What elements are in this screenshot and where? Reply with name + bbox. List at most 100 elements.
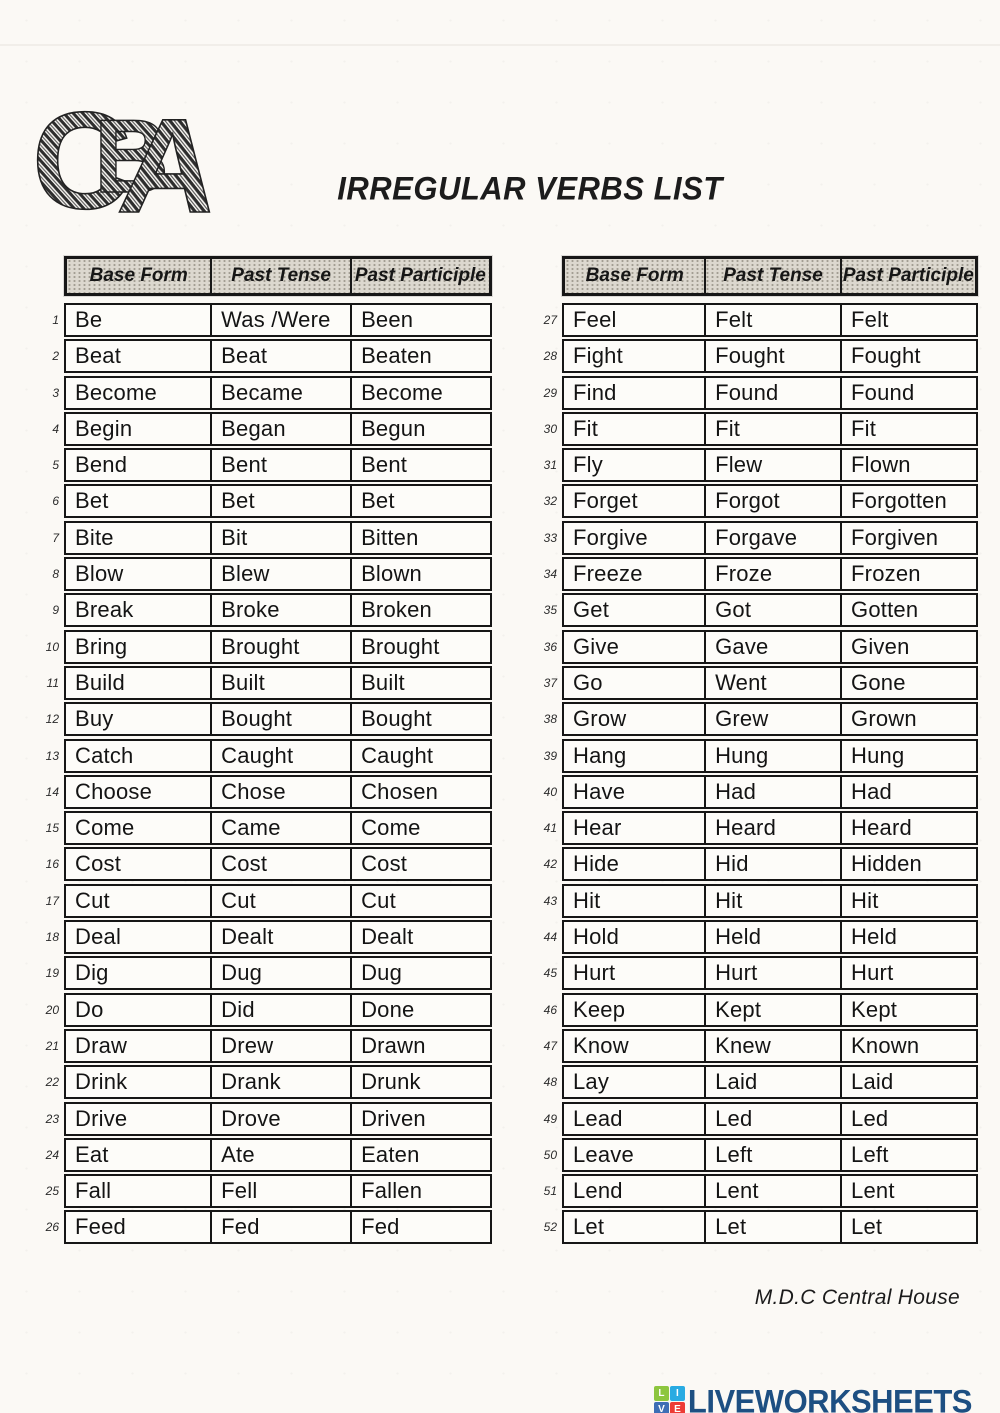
past-participle-cell: Caught bbox=[350, 740, 490, 771]
past-tense-cell: Bet bbox=[210, 486, 350, 517]
past-participle-cell: Flown bbox=[840, 450, 976, 481]
row-number: 20 bbox=[45, 1002, 59, 1017]
past-participle-cell: Led bbox=[840, 1103, 976, 1134]
row-cells: Lend Lent Lent bbox=[562, 1174, 978, 1209]
past-participle-cell: Grown bbox=[840, 704, 976, 735]
scan-artifact-line bbox=[0, 44, 1000, 46]
past-tense-cell: Went bbox=[704, 667, 840, 698]
past-tense-cell: Bought bbox=[210, 704, 350, 735]
past-participle-cell: Gotten bbox=[840, 595, 976, 626]
past-participle-cell: Bet bbox=[350, 486, 490, 517]
past-participle-cell: Found bbox=[840, 377, 976, 408]
past-tense-cell: Knew bbox=[704, 1030, 840, 1061]
base-form-cell: Know bbox=[573, 1032, 629, 1058]
row-number: 23 bbox=[45, 1111, 59, 1126]
past-tense-cell: Broke bbox=[210, 595, 350, 626]
table-row: 49 Lead Led Led bbox=[538, 1101, 978, 1136]
past-participle-cell: Dug bbox=[350, 958, 490, 989]
table-row: 14 Choose Chose Chosen bbox=[40, 774, 492, 809]
past-participle-cell: Been bbox=[350, 305, 490, 335]
row-cells: Begin Began Begun bbox=[64, 411, 492, 446]
past-tense-cell: Fed bbox=[210, 1212, 350, 1243]
column-header: Past Tense bbox=[210, 258, 349, 294]
past-tense-cell: Cut bbox=[210, 885, 350, 916]
table-row: 48 Lay Laid Laid bbox=[538, 1065, 978, 1100]
past-participle-cell: Cost bbox=[350, 849, 490, 880]
past-participle-cell: Bought bbox=[350, 704, 490, 735]
base-form-cell: Lead bbox=[573, 1105, 623, 1131]
table-row: 18 Deal Dealt Dealt bbox=[40, 920, 492, 955]
row-cells: Bring Brought Brought bbox=[64, 629, 492, 664]
table-row: 19 Dig Dug Dug bbox=[40, 956, 492, 991]
table-row: 1 Be Was /Were Been bbox=[40, 303, 492, 337]
past-tense-cell: Blew bbox=[210, 559, 350, 590]
row-cells: Leave Left Left bbox=[562, 1137, 978, 1172]
past-tense-cell: Felt bbox=[704, 305, 840, 335]
row-number: 10 bbox=[45, 639, 59, 654]
row-number: 40 bbox=[543, 784, 557, 799]
past-participle-cell: Forgiven bbox=[840, 522, 976, 553]
row-cells: Drink Drank Drunk bbox=[64, 1065, 492, 1100]
row-cells: Give Gave Given bbox=[562, 629, 978, 664]
table-row: 47 Know Knew Known bbox=[538, 1028, 978, 1063]
row-number: 7 bbox=[52, 530, 59, 545]
row-number: 33 bbox=[543, 530, 557, 545]
past-participle-cell: Become bbox=[350, 377, 490, 408]
row-cells: Find Found Found bbox=[562, 375, 978, 410]
past-tense-cell: Caught bbox=[210, 740, 350, 771]
past-tense-cell: Drove bbox=[210, 1103, 350, 1134]
table-row: 13 Catch Caught Caught bbox=[40, 738, 492, 773]
past-participle-cell: Bitten bbox=[350, 522, 490, 553]
table-row: 30 Fit Fit Fit bbox=[538, 411, 978, 446]
table-row: 40 Have Had Had bbox=[538, 774, 978, 809]
table-row: 6 Bet Bet Bet bbox=[40, 484, 492, 519]
row-cells: Have Had Had bbox=[562, 774, 978, 809]
past-participle-cell: Built bbox=[350, 667, 490, 698]
base-form-cell: Be bbox=[75, 307, 103, 332]
row-number: 35 bbox=[543, 603, 557, 618]
past-participle-cell: Drunk bbox=[350, 1067, 490, 1098]
base-form-cell: Fight bbox=[573, 343, 623, 369]
base-form-cell: Give bbox=[573, 633, 620, 659]
table-row: 34 Freeze Froze Frozen bbox=[538, 557, 978, 592]
row-cells: Hide Hid Hidden bbox=[562, 847, 978, 882]
row-cells: Do Did Done bbox=[64, 992, 492, 1027]
row-cells: Eat Ate Eaten bbox=[64, 1137, 492, 1172]
past-participle-cell: Driven bbox=[350, 1103, 490, 1134]
base-form-cell: Get bbox=[573, 597, 610, 623]
row-number: 38 bbox=[543, 712, 557, 727]
base-form-cell: Leave bbox=[573, 1141, 634, 1167]
past-participle-cell: Hung bbox=[840, 740, 976, 771]
row-number: 44 bbox=[543, 930, 557, 945]
table-row: 22 Drink Drank Drunk bbox=[40, 1065, 492, 1100]
past-participle-cell: Held bbox=[840, 922, 976, 953]
past-participle-cell: Chosen bbox=[350, 776, 490, 807]
row-number: 34 bbox=[543, 567, 557, 582]
row-cells: Dig Dug Dug bbox=[64, 956, 492, 991]
table-row: 20 Do Did Done bbox=[40, 992, 492, 1027]
row-cells: Lay Laid Laid bbox=[562, 1065, 978, 1100]
column-header: Base Form bbox=[89, 264, 188, 287]
row-number: 13 bbox=[45, 748, 59, 763]
row-number: 36 bbox=[543, 639, 557, 654]
table-row: 33 Forgive Forgave Forgiven bbox=[538, 520, 978, 555]
table-row: 4 Begin Began Begun bbox=[40, 411, 492, 446]
tile-letter-i: I bbox=[669, 1385, 685, 1401]
table-body: 1 Be Was /Were Been 2 Beat Beat Beaten 3 Become Be… bbox=[40, 303, 492, 1245]
table-row: 50 Leave Left Left bbox=[538, 1137, 978, 1172]
column-header: Past Tense bbox=[704, 258, 839, 294]
past-participle-cell: Blown bbox=[350, 559, 490, 590]
table-row: 26 Feed Fed Fed bbox=[40, 1210, 492, 1245]
row-number: 28 bbox=[543, 349, 557, 364]
column-header: Past Participle bbox=[839, 258, 975, 294]
row-number: 27 bbox=[543, 313, 557, 327]
table-row: 38 Grow Grew Grown bbox=[538, 702, 978, 737]
past-participle-cell: Gone bbox=[840, 667, 976, 698]
row-cells: Hurt Hurt Hurt bbox=[562, 956, 978, 991]
row-cells: Bet Bet Bet bbox=[64, 484, 492, 519]
past-participle-cell: Given bbox=[840, 631, 976, 662]
table-row: 15 Come Came Come bbox=[40, 811, 492, 846]
base-form-cell: Hurt bbox=[573, 960, 616, 986]
